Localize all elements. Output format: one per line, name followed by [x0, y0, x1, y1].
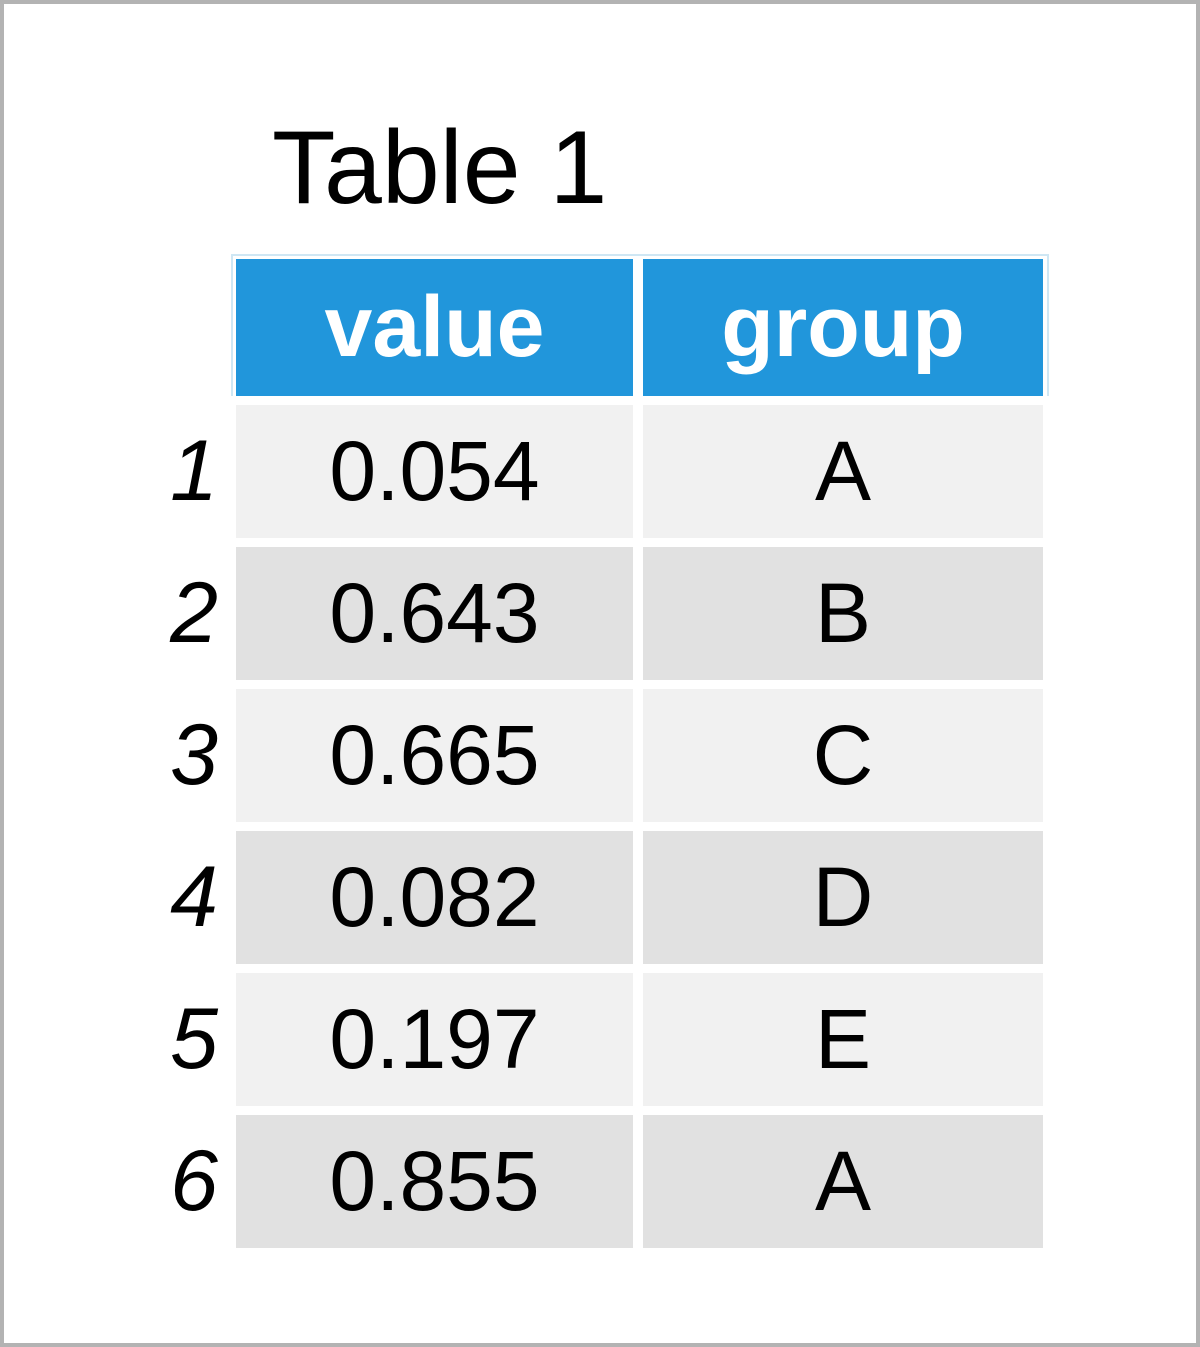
- cell-group: C: [643, 689, 1043, 822]
- table-row: 1 0.054 A: [154, 405, 1043, 538]
- row-index: 2: [170, 565, 218, 661]
- column-header-value: value: [236, 259, 633, 396]
- row-index: 4: [170, 849, 218, 945]
- column-header-group: group: [643, 259, 1043, 396]
- table-row: 5 0.197 E: [154, 973, 1043, 1106]
- cell-group: A: [643, 1115, 1043, 1248]
- cell-group: B: [643, 547, 1043, 680]
- table-header: value group: [154, 259, 1043, 396]
- table-row: 4 0.082 D: [154, 831, 1043, 964]
- table-body: 1 0.054 A 2 0.643 B 3 0.665 C 4 0.082 D …: [154, 405, 1043, 1248]
- cell-value: 0.665: [236, 689, 633, 822]
- cell-group: E: [643, 973, 1043, 1106]
- index-column-header: [154, 259, 226, 396]
- row-index: 5: [170, 991, 218, 1087]
- table-row: 2 0.643 B: [154, 547, 1043, 680]
- cell-value: 0.643: [236, 547, 633, 680]
- row-index: 3: [170, 707, 218, 803]
- cell-group: D: [643, 831, 1043, 964]
- row-index: 6: [170, 1133, 218, 1229]
- cell-value: 0.197: [236, 973, 633, 1106]
- row-index: 1: [170, 423, 218, 519]
- data-table: value group 1 0.054 A 2 0.643 B 3 0.665 …: [144, 250, 1053, 1257]
- page-title: Table 1: [272, 110, 608, 226]
- cell-value: 0.855: [236, 1115, 633, 1248]
- cell-value: 0.082: [236, 831, 633, 964]
- cell-group: A: [643, 405, 1043, 538]
- header-row: value group: [154, 259, 1043, 396]
- table-row: 3 0.665 C: [154, 689, 1043, 822]
- cell-value: 0.054: [236, 405, 633, 538]
- table-row: 6 0.855 A: [154, 1115, 1043, 1248]
